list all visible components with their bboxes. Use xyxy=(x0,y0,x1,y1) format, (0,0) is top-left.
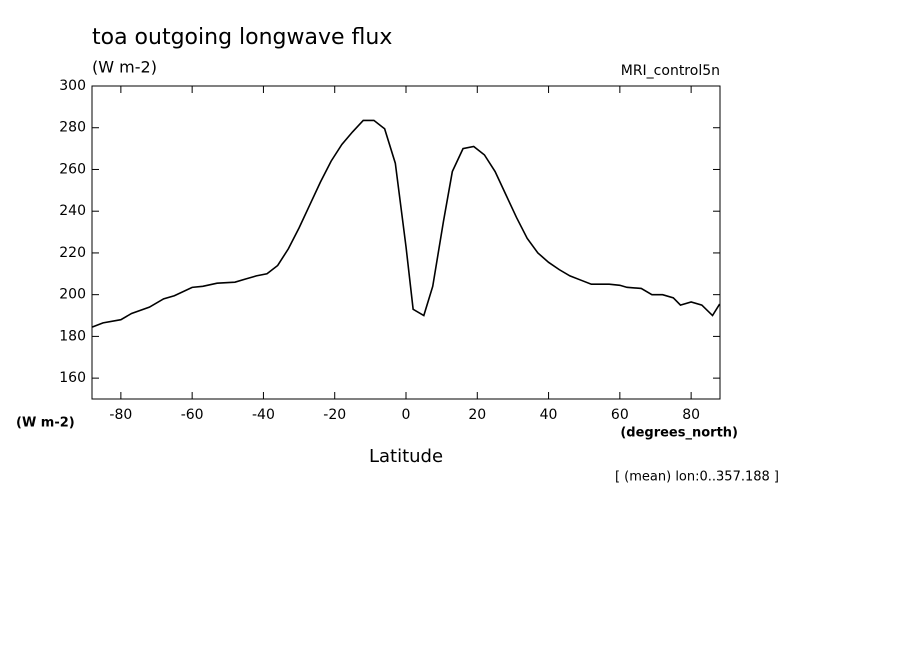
note: [ (mean) lon:0..357.188 ] xyxy=(615,470,779,485)
x-tick-label: -20 xyxy=(323,407,346,423)
x-tick-label: 0 xyxy=(402,407,411,423)
chart-title: toa outgoing longwave flux xyxy=(92,25,392,50)
dataset-label: MRI_control5n xyxy=(621,63,720,79)
y-tick-label: 240 xyxy=(59,203,86,219)
x-tick-label: 40 xyxy=(540,407,558,423)
x-tick-label: 80 xyxy=(682,407,700,423)
y-axis-label: (W m-2) xyxy=(16,416,75,431)
x-tick-label: -60 xyxy=(181,407,204,423)
x-units-label: (degrees_north) xyxy=(620,426,738,441)
units-label: (W m-2) xyxy=(92,58,157,77)
y-tick-label: 200 xyxy=(59,287,86,303)
y-tick-label: 180 xyxy=(59,328,86,344)
y-tick-label: 300 xyxy=(59,78,86,94)
data-line xyxy=(92,119,721,328)
x-axis-label: Latitude xyxy=(369,446,443,467)
y-tick-label: 220 xyxy=(59,245,86,261)
x-tick-label: 20 xyxy=(468,407,486,423)
x-tick-label: 60 xyxy=(611,407,629,423)
y-tick-label: 280 xyxy=(59,120,86,136)
x-tick-label: -80 xyxy=(109,407,132,423)
x-tick-label: -40 xyxy=(252,407,275,423)
y-tick-label: 260 xyxy=(59,161,86,177)
y-tick-label: 160 xyxy=(59,370,86,386)
